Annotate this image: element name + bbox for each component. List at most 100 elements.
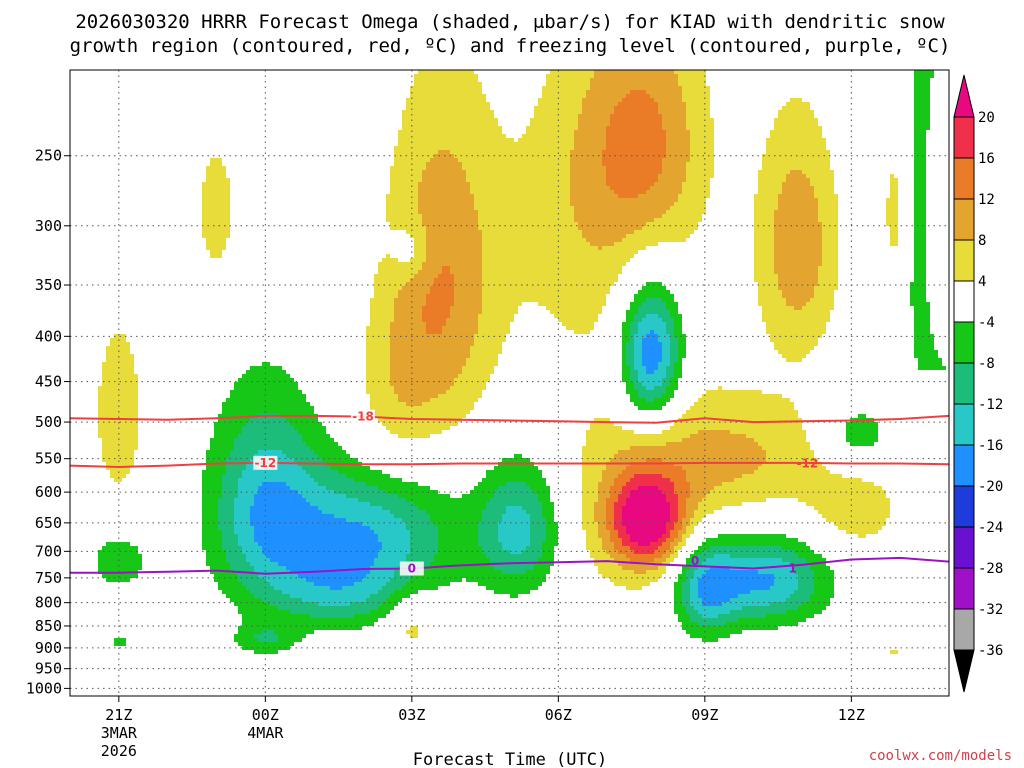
heatmap-cell-1315 (498, 538, 530, 542)
heatmap-cell-1181 (218, 514, 234, 518)
heatmap-cell-787 (390, 378, 454, 382)
heatmap-cell-1025 (734, 478, 862, 482)
heatmap-cell-375 (822, 230, 838, 234)
heatmap-cell-128 (574, 142, 606, 146)
heatmap-cell-1347 (670, 542, 678, 546)
heatmap-cell-881 (98, 426, 138, 430)
heatmap-cell-1270 (438, 530, 478, 534)
heatmap-cell-209 (758, 174, 786, 178)
heatmap-cell-159 (210, 158, 222, 162)
heatmap-cell-525 (758, 294, 782, 298)
heatmap-cell-997 (754, 470, 830, 474)
heatmap-cell-1436 (230, 562, 250, 566)
heatmap-cell-1351 (202, 546, 222, 550)
heatmap-cell-1192 (594, 514, 606, 518)
heatmap-cell-952 (226, 458, 250, 462)
heatmap-cell-225 (890, 178, 898, 182)
heatmap-cell-1004 (486, 474, 542, 478)
heatmap-cell-530 (394, 298, 426, 302)
heatmap-cell-569 (422, 310, 450, 314)
heatmap-cell-352 (774, 222, 822, 226)
heatmap-cell-635 (574, 330, 590, 334)
heatmap-cell-1166 (482, 510, 506, 514)
heatmap-cell-188 (914, 166, 926, 170)
heatmap-cell-1359 (502, 546, 526, 550)
heatmap-cell-155 (666, 154, 690, 158)
heatmap-cell-133 (914, 142, 926, 146)
heatmap-cell-838 (630, 398, 646, 402)
heatmap-cell-959 (646, 458, 662, 462)
heatmap-cell-1056 (622, 486, 638, 490)
heatmap-cell-1372 (98, 550, 138, 554)
heatmap-cell-909 (210, 438, 234, 442)
heatmap-cell-688 (622, 346, 626, 350)
heatmap-cell-76 (686, 114, 710, 118)
heatmap-cell-1081 (202, 494, 222, 498)
heatmap-cell-1590 (690, 598, 702, 602)
heatmap-cell-437 (914, 254, 926, 258)
heatmap-cell-1525 (218, 582, 242, 586)
heatmap-cell-86 (914, 118, 930, 122)
heatmap-cell-1115 (678, 498, 686, 502)
heatmap-cell-708 (778, 350, 810, 354)
heatmap-cell-1473 (210, 570, 234, 574)
heatmap-cell-749 (102, 366, 134, 370)
heatmap-cell-730 (642, 358, 662, 362)
heatmap-cell-740 (466, 362, 498, 366)
heatmap-cell-885 (386, 426, 450, 430)
heatmap-cell-1379 (438, 550, 482, 554)
heatmap-cell-248 (758, 186, 782, 190)
heatmap-cell-561 (638, 306, 666, 310)
heatmap-cell-672 (366, 342, 390, 346)
heatmap-cell-1375 (242, 550, 262, 554)
heatmap-cell-922 (758, 442, 810, 446)
heatmap-cell-777 (390, 374, 458, 378)
heatmap-cell-1504 (702, 574, 774, 578)
contour-label-bg-dendritic-growth-upper (351, 409, 375, 424)
heatmap-cell-1013 (202, 478, 222, 482)
heatmap-cell-697 (106, 350, 130, 354)
heatmap-cell-140 (914, 146, 926, 150)
heatmap-cell-678 (642, 342, 662, 346)
heatmap-cell-42 (622, 98, 654, 102)
heatmap-cell-1077 (662, 490, 674, 494)
heatmap-cell-237 (810, 182, 834, 186)
heatmap-cell-425 (754, 250, 774, 254)
heatmap-cell-1454 (230, 566, 254, 570)
heatmap-cell-1599 (382, 602, 398, 606)
heatmap-cell-1394 (98, 554, 142, 558)
heatmap-cell-182 (462, 166, 570, 170)
heatmap-cell-1417 (246, 558, 270, 562)
heatmap-cell-1374 (226, 550, 242, 554)
heatmap-cell-1424 (594, 558, 614, 562)
heatmap-cell-556 (422, 306, 450, 310)
heatmap-cell-947 (582, 454, 614, 458)
heatmap-cell-522 (454, 294, 482, 298)
heatmap-cell-176 (686, 162, 714, 166)
heatmap-cell-541 (370, 302, 394, 306)
heatmap-cell-1008 (634, 474, 662, 478)
heatmap-cell-48 (538, 102, 582, 106)
heatmap-cell-1030 (286, 482, 318, 486)
heatmap-cell-1029 (262, 482, 286, 486)
heatmap-cell-501 (430, 286, 454, 290)
heatmap-cell-115 (666, 134, 690, 138)
heatmap-cell-134 (394, 146, 574, 150)
heatmap-cell-862 (374, 414, 466, 418)
heatmap-cell-466 (482, 270, 622, 274)
heatmap-cell-19 (914, 82, 930, 86)
heatmap-cell-1010 (686, 474, 742, 478)
colorbar-label-12: 12 (978, 192, 995, 208)
heatmap-cell-831 (662, 394, 674, 398)
heatmap-cell-889 (98, 430, 138, 434)
heatmap-cell-351 (754, 222, 774, 226)
heatmap-cell-296 (754, 202, 778, 206)
colorbar-band-4 (953, 280, 975, 323)
heatmap-cell-1117 (702, 498, 766, 502)
omega-heatmap (98, 70, 946, 654)
heatmap-cell-1153 (622, 506, 670, 510)
heatmap-cell-1398 (266, 554, 378, 558)
heatmap-cell-160 (394, 158, 430, 162)
heatmap-cell-1523 (798, 578, 814, 582)
heatmap-cell-221 (686, 178, 710, 182)
